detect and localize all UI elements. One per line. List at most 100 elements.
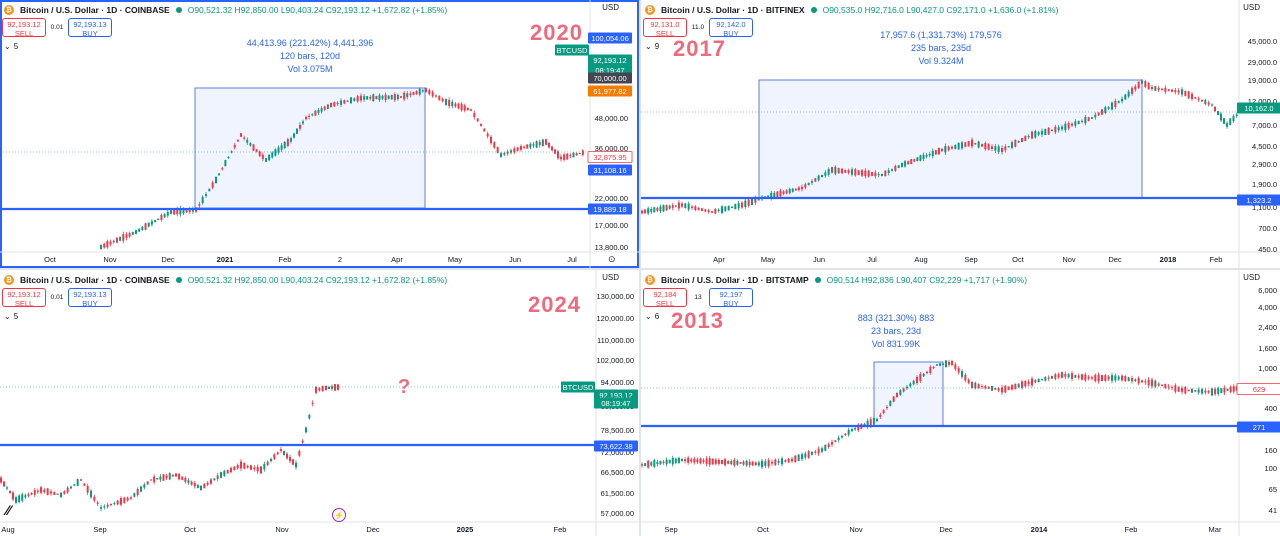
chart-header: ₿ Bitcoin / U.S. Dollar · 1D · COINBASE … — [4, 3, 447, 17]
candle-body — [400, 96, 402, 98]
candle-body — [656, 207, 659, 211]
buy-price: 92,142.0 — [716, 20, 746, 29]
candle-body — [1081, 120, 1083, 122]
candle-body — [739, 462, 742, 464]
candle-body — [1031, 131, 1033, 139]
pane-divider-horizontal[interactable] — [0, 268, 1280, 270]
candle-body — [1104, 107, 1107, 113]
candle-body — [801, 454, 803, 460]
candle-body — [1117, 376, 1120, 380]
candle-body — [791, 188, 794, 192]
candle-body — [328, 386, 330, 389]
buy-button[interactable]: 92,193.13 BUY — [68, 18, 112, 38]
candle-body — [877, 174, 880, 176]
candle-body — [804, 453, 807, 458]
symbol-title[interactable]: Bitcoin / U.S. Dollar · 1D · BITSTAMP — [661, 275, 809, 285]
candle-body — [1191, 93, 1193, 99]
symbol-title[interactable]: Bitcoin / U.S. Dollar · 1D · COINBASE — [20, 5, 170, 15]
sell-button[interactable]: 92,193.12 SELL — [2, 288, 46, 308]
chart-pane-2017[interactable]: 45,000.0 29,000.0 19,000.0 12,000.0 7,000.0 4… — [641, 0, 1280, 268]
candle-body — [143, 484, 146, 488]
candle-body — [263, 463, 266, 470]
candle-body — [879, 414, 882, 417]
buy-button[interactable]: 92,197 BUY — [709, 288, 753, 308]
chart-pane-2024[interactable]: 130,000.00 120,000.00 110,000.00 102,000.00… — [0, 270, 639, 536]
candle-body — [1074, 375, 1077, 378]
candle-body — [1044, 377, 1047, 381]
symbol-title[interactable]: Bitcoin / U.S. Dollar · 1D · COINBASE — [20, 275, 170, 285]
buy-button[interactable]: 92,193.13 BUY — [68, 288, 112, 308]
candle-body — [250, 465, 252, 470]
candle-body — [321, 386, 324, 392]
candle-body — [1214, 388, 1217, 395]
candle-body — [308, 115, 311, 117]
time-tick-label: Oct — [184, 525, 197, 534]
candle-body — [730, 460, 733, 464]
candle-body — [847, 170, 850, 174]
candle-body — [90, 490, 92, 498]
price-chart-2013[interactable]: 6,0004,0002,4001,6001,000600400240160100… — [641, 270, 1280, 536]
price-tick-label: 45,000.0 — [1248, 37, 1277, 46]
candle-body — [538, 141, 541, 146]
settings-icon[interactable]: ⊙ — [608, 254, 616, 264]
candle-body — [431, 91, 434, 97]
sell-button[interactable]: 92,193.12 SELL — [2, 18, 46, 38]
candle-body — [872, 417, 875, 425]
candle-body — [168, 473, 171, 480]
price-chart-2020[interactable]: 48,000.0036,000.0028,000.0022,000.0017,0… — [0, 0, 639, 268]
candle-body — [274, 149, 277, 156]
chart-pane-2013[interactable]: 6,0004,0002,4001,6001,000600400240160100… — [641, 270, 1280, 536]
candle-body — [1124, 376, 1127, 382]
candle-body — [851, 169, 853, 175]
candle-body — [109, 241, 112, 245]
price-tick-label: 12,000.0 — [1248, 97, 1277, 106]
candle-body — [246, 465, 249, 468]
candle-body — [334, 384, 336, 391]
candle-body — [572, 152, 575, 158]
time-tick-label: Sep — [93, 525, 106, 534]
time-tick-label: Aug — [1, 525, 14, 534]
indicators-toggle[interactable]: ⌄ 5 — [4, 312, 18, 321]
candle-body — [198, 204, 201, 206]
candle-body — [857, 424, 860, 431]
price-tick-label: 400 — [1264, 404, 1277, 413]
currency-label[interactable]: USD — [602, 3, 619, 12]
currency-label[interactable]: USD — [1243, 3, 1260, 12]
symbol-title[interactable]: Bitcoin / U.S. Dollar · 1D · BITFINEX — [661, 5, 805, 15]
lightning-icon[interactable]: ⚡ — [332, 508, 346, 522]
candle-body — [295, 462, 297, 468]
price-chart-2017[interactable]: 45,000.0 29,000.0 19,000.0 12,000.0 7,000.0 4… — [641, 0, 1280, 268]
sell-button[interactable]: 92,131.0 SELL — [643, 18, 687, 38]
candle-body — [421, 90, 424, 92]
price-tag-badge — [587, 151, 633, 163]
indicators-toggle[interactable]: ⌄ 9 — [645, 42, 659, 51]
chart-pane-2020[interactable]: 48,000.0036,000.0028,000.0022,000.0017,0… — [0, 0, 639, 268]
candle-body — [1167, 386, 1170, 388]
candle-body — [1034, 130, 1037, 138]
price-chart-2024[interactable]: 130,000.00 120,000.00 110,000.00 102,000.00… — [0, 270, 639, 536]
sell-button[interactable]: 92,184 SELL — [643, 288, 687, 308]
candle-body — [305, 427, 307, 433]
candle-body — [126, 497, 129, 501]
candle-body — [200, 486, 202, 490]
currency-label[interactable]: USD — [602, 273, 619, 282]
candle-body — [754, 197, 757, 203]
candle-body — [886, 406, 888, 409]
candle-body — [919, 374, 922, 381]
indicators-toggle[interactable]: ⌄ 6 — [645, 312, 659, 321]
candle-body — [1007, 145, 1010, 148]
measure-change: 44,413.96 (221.42%) 4,441,396 — [246, 38, 374, 48]
candle-body — [249, 143, 252, 146]
candle-body — [922, 373, 925, 377]
tradingview-logo-icon[interactable]: ⁄⁄ — [6, 502, 11, 518]
bitcoin-logo-icon: ₿ — [4, 275, 14, 285]
currency-label[interactable]: USD — [1243, 273, 1260, 282]
candle-body — [994, 146, 997, 151]
buy-button[interactable]: 92,142.0 BUY — [709, 18, 753, 38]
indicators-toggle[interactable]: ⌄ 5 — [4, 42, 18, 51]
candle-body — [668, 459, 671, 464]
candle-body — [1232, 386, 1235, 392]
candle-body — [1201, 99, 1203, 102]
candle-body — [308, 414, 311, 419]
candle-body — [784, 460, 787, 462]
